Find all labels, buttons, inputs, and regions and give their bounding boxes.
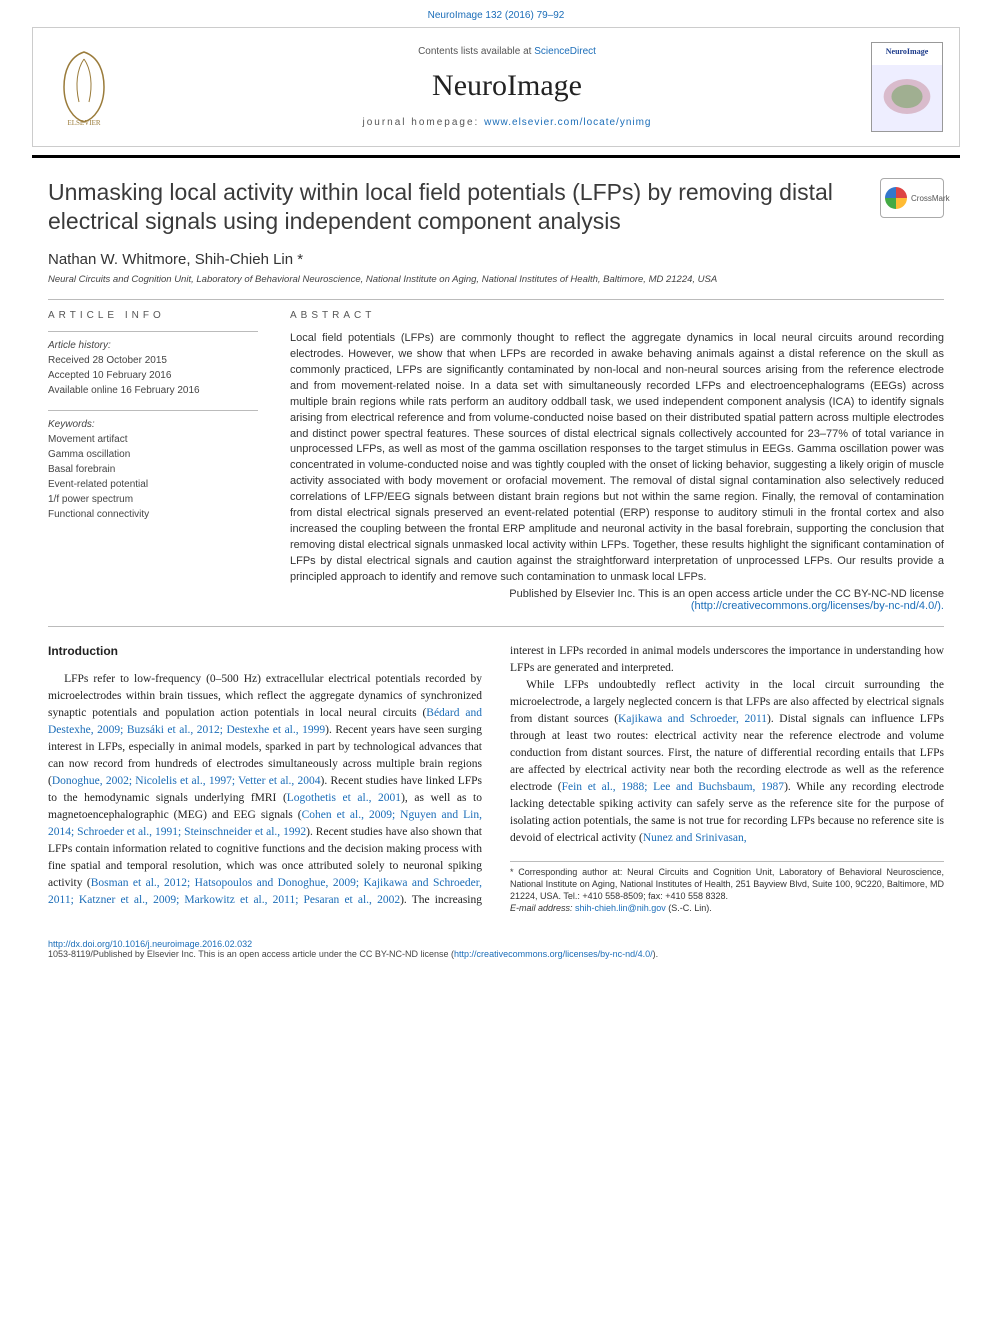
email-suffix: (S.-C. Lin). (666, 903, 712, 913)
keyword: Movement artifact (48, 432, 258, 447)
intro-paragraph-2: While LFPs undoubtedly reflect activity … (510, 677, 944, 847)
rule-above-info (48, 299, 944, 300)
masthead-rule (32, 155, 960, 158)
history-online: Available online 16 February 2016 (48, 385, 200, 396)
citation-link[interactable]: Donoghue, 2002; Nicolelis et al., 1997; … (52, 775, 321, 787)
crossmark-badge[interactable]: CrossMark (880, 178, 944, 218)
abstract-column: abstract Local field potentials (LFPs) a… (290, 310, 944, 612)
crossmark-label: CrossMark (911, 194, 950, 203)
history-received: Received 28 October 2015 (48, 355, 167, 366)
citation-header: NeuroImage 132 (2016) 79–92 (0, 0, 992, 27)
contents-prefix: Contents lists available at (418, 46, 534, 57)
article-info-label: article info (48, 310, 258, 321)
email-link[interactable]: shih-chieh.lin@nih.gov (575, 903, 666, 913)
abstract-text: Local field potentials (LFPs) are common… (290, 331, 944, 586)
citation-link[interactable]: Fein et al., 1988; Lee and Buchsbaum, 19… (562, 781, 784, 793)
page-footer: http://dx.doi.org/10.1016/j.neuroimage.2… (48, 939, 944, 959)
keyword: 1/f power spectrum (48, 492, 258, 507)
masthead-center: Contents lists available at ScienceDirec… (143, 46, 871, 128)
corresponding-footnote: * Corresponding author at: Neural Circui… (510, 861, 944, 915)
journal-homepage-line: journal homepage: www.elsevier.com/locat… (143, 117, 871, 128)
keywords-block: Keywords: Movement artifact Gamma oscill… (48, 410, 258, 522)
cc-license-link[interactable]: (http://creativecommons.org/licenses/by-… (691, 600, 944, 612)
journal-cover-thumb: NeuroImage (871, 42, 943, 132)
email-label: E-mail address: (510, 903, 575, 913)
journal-name: NeuroImage (143, 69, 871, 103)
citation-link[interactable]: Logothetis et al., 2001 (287, 792, 401, 804)
keyword: Event-related potential (48, 477, 258, 492)
doi-link[interactable]: http://dx.doi.org/10.1016/j.neuroimage.2… (48, 939, 252, 949)
citation-link[interactable]: Kajikawa and Schroeder, 2011 (618, 713, 767, 725)
issn-line: 1053-8119/Published by Elsevier Inc. Thi… (48, 949, 454, 959)
journal-masthead: ELSEVIER Contents lists available at Sci… (32, 27, 960, 147)
sciencedirect-link[interactable]: ScienceDirect (534, 46, 596, 57)
keyword: Functional connectivity (48, 507, 258, 522)
body-text: Introduction LFPs refer to low-frequency… (48, 643, 944, 915)
history-accepted: Accepted 10 February 2016 (48, 370, 171, 381)
footer-cc-link[interactable]: http://creativecommons.org/licenses/by-n… (454, 949, 653, 959)
article-history-block: Article history: Received 28 October 201… (48, 331, 258, 398)
contents-line: Contents lists available at ScienceDirec… (143, 46, 871, 57)
body-text-span: LFPs refer to low-frequency (0–500 Hz) e… (48, 673, 482, 719)
issn-close: ). (653, 949, 659, 959)
citation-link[interactable]: Nunez and Srinivasan, (643, 832, 747, 844)
homepage-prefix: journal homepage: (362, 117, 484, 128)
article-info-column: article info Article history: Received 2… (48, 310, 258, 612)
rule-above-body (48, 626, 944, 627)
corresponding-author: * Corresponding author at: Neural Circui… (510, 866, 944, 902)
affiliation: Neural Circuits and Cognition Unit, Labo… (48, 274, 944, 285)
keywords-head: Keywords: (48, 419, 95, 430)
author-list: Nathan W. Whitmore, Shih-Chieh Lin * (48, 251, 944, 268)
history-head: Article history: (48, 340, 111, 351)
introduction-heading: Introduction (48, 643, 482, 661)
license-line: Published by Elsevier Inc. This is an op… (290, 588, 944, 612)
abstract-label: abstract (290, 310, 944, 321)
keyword: Gamma oscillation (48, 447, 258, 462)
svg-text:ELSEVIER: ELSEVIER (67, 119, 100, 127)
article-title: Unmasking local activity within local fi… (48, 178, 860, 237)
journal-homepage-link[interactable]: www.elsevier.com/locate/ynimg (484, 117, 651, 128)
corresponding-email-line: E-mail address: shih-chieh.lin@nih.gov (… (510, 902, 944, 914)
keyword: Basal forebrain (48, 462, 258, 477)
crossmark-icon (885, 187, 907, 209)
license-text: Published by Elsevier Inc. This is an op… (509, 588, 944, 600)
elsevier-logo: ELSEVIER (49, 47, 119, 127)
